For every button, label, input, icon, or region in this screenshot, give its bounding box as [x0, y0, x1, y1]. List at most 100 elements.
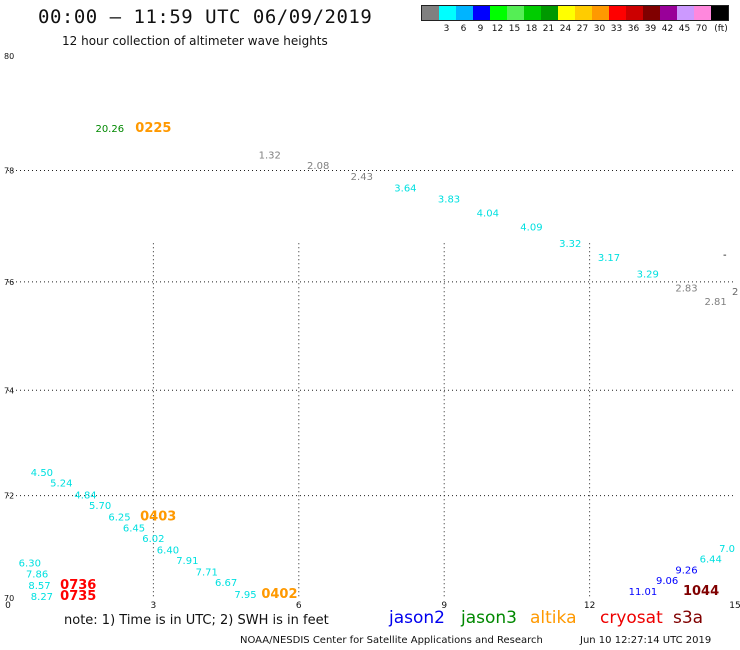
wave-height-label: 6.45	[123, 524, 145, 535]
credit-text: NOAA/NESDIS Center for Satellite Applica…	[240, 635, 543, 646]
wave-height-label: 8.57	[28, 581, 50, 592]
pass-time-label: 1044	[683, 584, 719, 599]
latitude-tick-label: 70	[4, 594, 14, 603]
wave-height-label: 9.26	[675, 566, 697, 577]
wave-height-label: 3.17	[598, 253, 620, 264]
wave-height-label: 3.29	[637, 270, 659, 281]
legend-level-label: 70	[695, 24, 708, 34]
wave-height-label: 5.24	[50, 479, 72, 490]
legend-level-label: 6	[460, 24, 467, 34]
latitude-tick-label: 74	[4, 386, 14, 395]
legend-level-label: 12	[491, 24, 504, 34]
legend-swatch	[524, 6, 541, 20]
satellite-jason3: jason3	[461, 608, 517, 628]
wave-height-label: 5.70	[89, 501, 111, 512]
wave-height-label: 9.06	[656, 576, 678, 587]
map-title: 00:00 – 11:59 UTC 06/09/2019	[38, 6, 373, 28]
wave-height-label: 8.27	[31, 592, 53, 603]
legend-level-label: 39	[644, 24, 657, 34]
legend-swatch	[609, 6, 626, 20]
wave-height-label: 7.86	[26, 570, 48, 581]
satellite-cryosat: cryosat	[600, 608, 663, 628]
satellite-s3a: s3a	[673, 608, 704, 628]
wave-height-label: 7.95	[234, 590, 256, 601]
legend-swatch	[473, 6, 490, 20]
latitude-tick-label: 76	[4, 278, 14, 287]
wave-height-label: 4.84	[74, 491, 96, 502]
latitude-tick-label: 72	[4, 492, 14, 501]
legend-swatch	[507, 6, 524, 20]
wave-height-label: 3.32	[559, 239, 581, 250]
wave-height-label: 4.50	[31, 468, 53, 479]
legend-swatch	[422, 6, 439, 20]
pass-time-label: 0402	[261, 587, 297, 602]
wave-height-label: 6.30	[19, 559, 41, 570]
wave-height-label: 11.01	[629, 587, 658, 598]
wave-height-label: 2.08	[307, 161, 329, 172]
wave-height-label: 6.02	[142, 534, 164, 545]
longitude-tick-label: 0	[5, 601, 11, 611]
satellite-jason2: jason2	[389, 608, 445, 628]
legend-level-label: 36	[627, 24, 640, 34]
wave-height-label: 2.43	[351, 172, 373, 183]
edge-mark: -	[723, 250, 727, 261]
longitude-tick-label: 3	[151, 601, 157, 611]
legend-color-bar	[421, 5, 729, 21]
legend-level-label: 30	[593, 24, 606, 34]
generation-timestamp: Jun 10 12:27:14 UTC 2019	[580, 635, 712, 646]
legend-level-label: 24	[559, 24, 572, 34]
legend-level-label: 27	[576, 24, 589, 34]
wave-height-label: 2.83	[675, 283, 697, 294]
legend-level-label: 21	[542, 24, 555, 34]
axis-ticks: 70 72 74 76 78 80 0 3 6 9 12 15 - 2	[4, 52, 740, 611]
legend-swatch	[660, 6, 677, 20]
latitude-tick-label: 80	[4, 52, 14, 61]
legend-swatch	[541, 6, 558, 20]
legend-level-label: 15	[508, 24, 521, 34]
wave-height-label: 7.0	[719, 544, 735, 555]
legend-swatch	[694, 6, 711, 20]
wave-height-label: 20.26	[95, 124, 124, 135]
legend-swatch	[711, 6, 728, 20]
legend-unit: (ft)	[714, 24, 728, 34]
wave-height-label: 4.09	[520, 223, 542, 234]
wave-height-label: 7.71	[196, 568, 218, 579]
legend-swatch	[575, 6, 592, 20]
legend-level-label: 45	[678, 24, 691, 34]
wave-height-label: 6.25	[108, 512, 130, 523]
legend-swatch	[439, 6, 456, 20]
wave-height-label: 6.44	[700, 554, 722, 565]
legend-swatch	[643, 6, 660, 20]
map-subtitle: 12 hour collection of altimeter wave hei…	[62, 34, 328, 48]
satellite-altika: altika	[530, 608, 577, 628]
wave-height-label: 3.64	[394, 183, 416, 194]
legend-swatch	[558, 6, 575, 20]
legend-labels: 3 6 9 12 15 18 21 24 27 30 33 36 39 42 45 70 (ft)	[421, 21, 729, 35]
legend-swatch	[490, 6, 507, 20]
legend-swatch	[456, 6, 473, 20]
color-legend: 3 6 9 12 15 18 21 24 27 30 33 36 39 42 45 70 (ft)	[421, 5, 729, 35]
wave-height-label: 6.40	[157, 545, 179, 556]
pass-time-label: 0403	[140, 509, 176, 524]
legend-swatch	[626, 6, 643, 20]
footer-note: note: 1) Time is in UTC; 2) SWH is in fe…	[64, 613, 329, 628]
wave-height-label: 6.67	[215, 578, 237, 589]
legend-level-label: 9	[477, 24, 484, 34]
latitude-tick-label: 78	[4, 166, 14, 175]
legend-level-label: 42	[661, 24, 674, 34]
legend-swatch	[592, 6, 609, 20]
wave-height-label: 4.04	[477, 209, 499, 220]
longitude-tick-label: 12	[584, 601, 595, 611]
map-grid	[8, 169, 735, 598]
legend-level-label: 18	[525, 24, 538, 34]
wave-height-label: 1.32	[259, 151, 281, 162]
legend-level-label: 3	[443, 24, 450, 34]
wave-height-label: 3.83	[438, 195, 460, 206]
legend-swatch	[677, 6, 694, 20]
legend-level-label: 33	[610, 24, 623, 34]
wave-height-label: 7.91	[176, 556, 198, 567]
pass-time-label: 0225	[135, 121, 171, 136]
wave-height-labels: 20.26 0225 1.32 2.08 2.43 3.64 3.83 4.04 4.09 3.3…	[19, 121, 735, 604]
longitude-tick-label: 9	[441, 601, 447, 611]
